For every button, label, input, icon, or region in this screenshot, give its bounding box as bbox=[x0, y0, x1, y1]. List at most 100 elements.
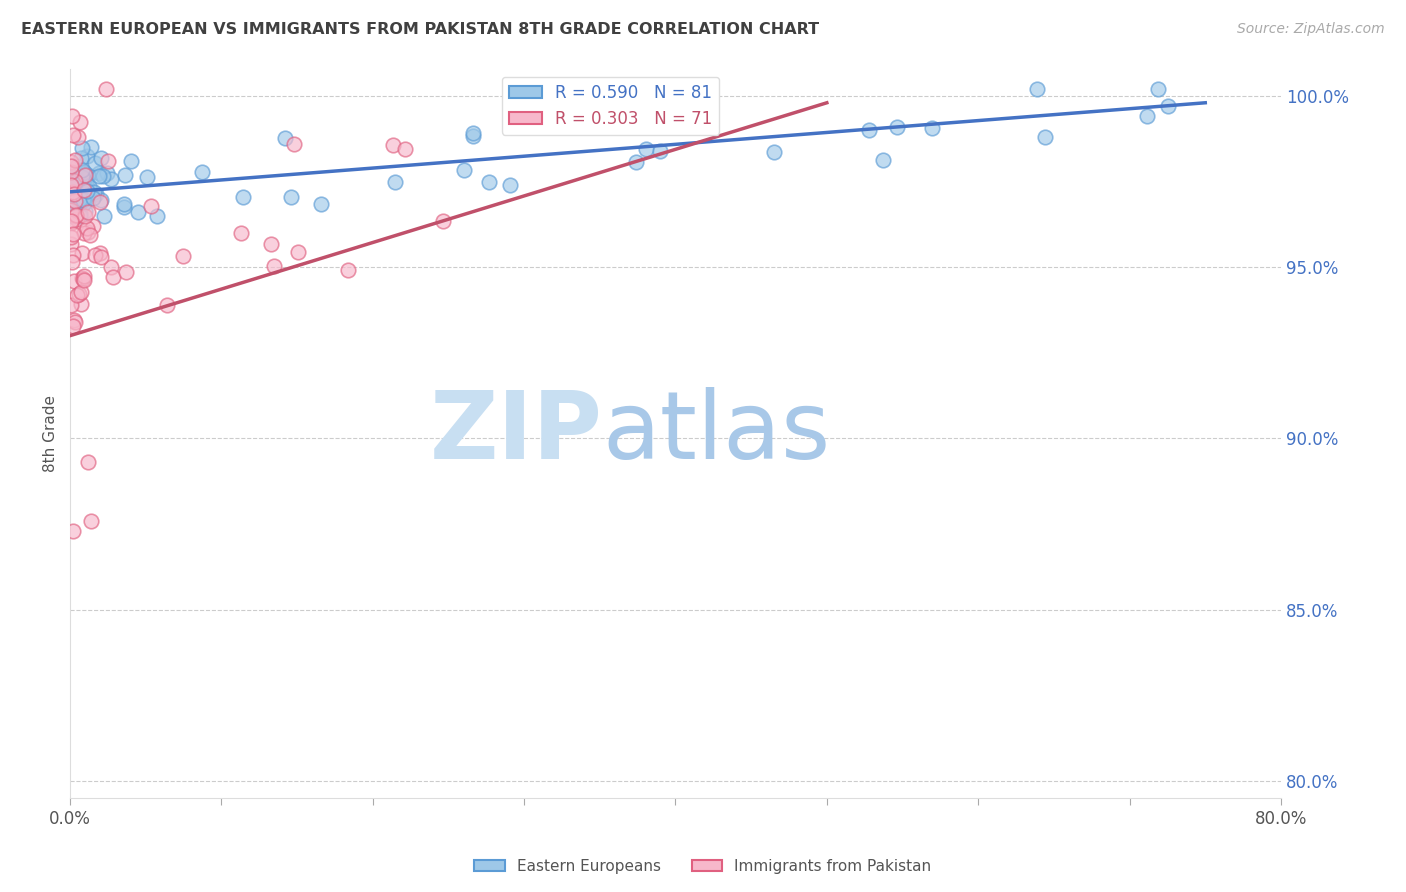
Point bbox=[59, 155, 82, 169]
Point bbox=[77, 225, 100, 239]
Point bbox=[103, 270, 125, 285]
Point bbox=[498, 178, 520, 192]
Point bbox=[66, 211, 89, 226]
Point bbox=[1033, 130, 1056, 145]
Point bbox=[62, 128, 84, 142]
Point bbox=[72, 272, 94, 286]
Point bbox=[93, 209, 115, 223]
Point bbox=[72, 176, 94, 190]
Point bbox=[172, 249, 194, 263]
Point bbox=[84, 155, 107, 169]
Point bbox=[59, 192, 82, 206]
Point bbox=[337, 262, 360, 277]
Point bbox=[63, 186, 86, 201]
Point bbox=[886, 120, 908, 135]
Point bbox=[90, 151, 112, 165]
Text: ZIP: ZIP bbox=[430, 387, 603, 479]
Point bbox=[76, 205, 98, 219]
Point bbox=[280, 190, 302, 204]
Point bbox=[96, 165, 118, 179]
Point bbox=[59, 165, 82, 179]
Point bbox=[63, 167, 86, 181]
Point bbox=[80, 514, 103, 528]
Point bbox=[139, 199, 162, 213]
Point bbox=[263, 260, 285, 274]
Point bbox=[69, 187, 91, 202]
Point bbox=[453, 163, 475, 178]
Point bbox=[112, 200, 135, 214]
Legend: Eastern Europeans, Immigrants from Pakistan: Eastern Europeans, Immigrants from Pakis… bbox=[468, 853, 938, 880]
Text: EASTERN EUROPEAN VS IMMIGRANTS FROM PAKISTAN 8TH GRADE CORRELATION CHART: EASTERN EUROPEAN VS IMMIGRANTS FROM PAKI… bbox=[21, 22, 820, 37]
Point bbox=[62, 274, 84, 288]
Point bbox=[72, 193, 94, 207]
Point bbox=[114, 168, 136, 182]
Point bbox=[650, 144, 672, 158]
Point bbox=[60, 255, 83, 269]
Point bbox=[65, 164, 87, 178]
Point bbox=[82, 219, 104, 234]
Point bbox=[66, 129, 89, 144]
Point bbox=[80, 140, 103, 154]
Point bbox=[90, 193, 112, 207]
Point bbox=[65, 192, 87, 206]
Point bbox=[63, 194, 86, 208]
Point bbox=[73, 273, 96, 287]
Point bbox=[75, 204, 97, 219]
Point bbox=[62, 227, 84, 241]
Point bbox=[76, 148, 98, 162]
Point bbox=[91, 169, 114, 183]
Point bbox=[60, 184, 83, 198]
Text: atlas: atlas bbox=[603, 387, 831, 479]
Point bbox=[690, 112, 713, 127]
Point bbox=[112, 197, 135, 211]
Point bbox=[63, 174, 86, 188]
Point bbox=[191, 165, 214, 179]
Point bbox=[73, 226, 96, 240]
Point bbox=[67, 173, 90, 187]
Point bbox=[127, 204, 149, 219]
Point bbox=[84, 187, 107, 202]
Point bbox=[72, 271, 94, 285]
Point bbox=[1157, 98, 1180, 112]
Point bbox=[70, 246, 93, 260]
Point bbox=[62, 186, 84, 200]
Point bbox=[921, 121, 943, 136]
Point bbox=[69, 209, 91, 223]
Point bbox=[72, 166, 94, 180]
Point bbox=[461, 126, 484, 140]
Text: Source: ZipAtlas.com: Source: ZipAtlas.com bbox=[1237, 22, 1385, 37]
Point bbox=[62, 248, 84, 262]
Point bbox=[100, 172, 122, 186]
Point bbox=[60, 209, 83, 223]
Point bbox=[94, 82, 117, 96]
Point bbox=[100, 260, 122, 275]
Point bbox=[59, 298, 82, 312]
Point bbox=[75, 168, 97, 182]
Point bbox=[70, 170, 93, 185]
Point bbox=[59, 237, 82, 252]
Point bbox=[89, 195, 111, 210]
Point bbox=[60, 176, 83, 190]
Point bbox=[260, 236, 283, 251]
Point bbox=[59, 214, 82, 228]
Point bbox=[84, 248, 107, 262]
Point bbox=[73, 165, 96, 179]
Point bbox=[232, 189, 254, 203]
Point bbox=[231, 226, 253, 240]
Point bbox=[156, 298, 179, 312]
Point bbox=[97, 153, 120, 168]
Point bbox=[381, 137, 404, 152]
Point bbox=[63, 153, 86, 167]
Point bbox=[77, 455, 100, 469]
Point bbox=[394, 142, 416, 156]
Point bbox=[461, 129, 484, 144]
Point bbox=[75, 168, 97, 182]
Point bbox=[62, 524, 84, 538]
Point bbox=[76, 178, 98, 193]
Point bbox=[90, 250, 112, 264]
Point bbox=[59, 202, 82, 217]
Y-axis label: 8th Grade: 8th Grade bbox=[44, 395, 58, 472]
Legend: R = 0.590   N = 81, R = 0.303   N = 71: R = 0.590 N = 81, R = 0.303 N = 71 bbox=[502, 77, 720, 135]
Point bbox=[83, 185, 105, 199]
Point bbox=[73, 172, 96, 186]
